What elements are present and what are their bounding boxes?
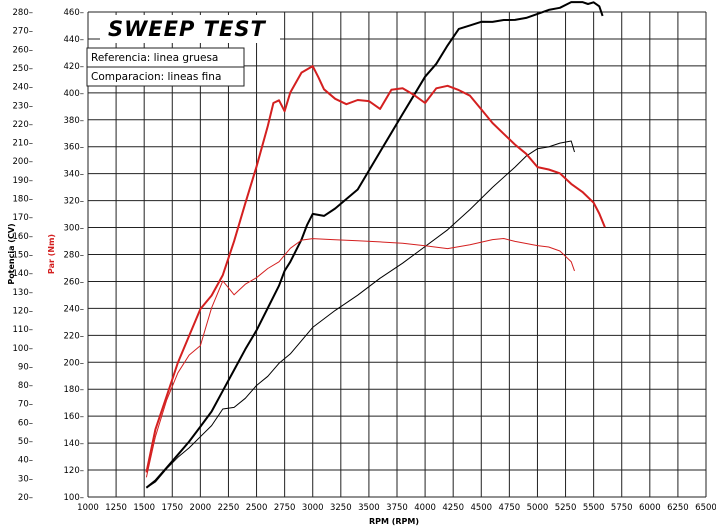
torque-tick-label: 140– (64, 439, 84, 449)
rpm-tick-label: 4750 (499, 503, 521, 513)
rpm-tick-label: 6500 (695, 503, 716, 513)
power-tick-label: 250– (13, 64, 33, 74)
rpm-tick-label: 2000 (190, 503, 212, 513)
power-tick-label: 270– (13, 27, 33, 37)
torque-tick-label: 280– (64, 251, 84, 261)
rpm-tick-label: 1750 (161, 503, 183, 513)
power-tick-label: 200– (13, 157, 33, 167)
power-axis-title: Potencia (CV) (7, 223, 16, 284)
title-background (100, 15, 280, 43)
rpm-tick-label: 5500 (583, 503, 605, 513)
torque-axis: 100– 120– 140– 160– 180– 200– 220– 240– 260– 280–… (64, 8, 84, 503)
torque-axis-title: Par (Nm) (47, 234, 56, 274)
torque-tick-label: 380– (64, 116, 84, 126)
rpm-axis: 1000 1250 1500 1750 2000 2250 2500 2750 3000 3250… (77, 503, 716, 513)
rpm-tick-label: 3500 (358, 503, 380, 513)
rpm-axis-title: RPM (RPM) (369, 517, 419, 526)
grid (87, 11, 707, 498)
torque-tick-label: 100– (64, 493, 84, 503)
power-tick-label: 110– (13, 325, 33, 335)
rpm-tick-label: 4500 (470, 503, 492, 513)
power-tick-label: 220– (13, 120, 33, 130)
power-tick-label: 90– (18, 362, 33, 372)
rpm-tick-label: 3000 (302, 503, 324, 513)
torque-tick-label: 160– (64, 412, 84, 422)
power-tick-label: 100– (13, 344, 33, 354)
title-box: SWEEP TEST (100, 15, 280, 43)
torque-tick-label: 200– (64, 358, 84, 368)
torque-tick-label: 340– (64, 170, 84, 180)
power-tick-label: 180– (13, 195, 33, 205)
series-line-0 (145, 1, 604, 489)
power-tick-label: 170– (13, 213, 33, 223)
legend-comparison: Comparacion: lineas fina (91, 71, 221, 83)
power-tick-label: 260– (13, 45, 33, 55)
torque-tick-label: 320– (64, 197, 84, 207)
legend-reference: Referencia: linea gruesa (91, 52, 218, 64)
chart-title: SWEEP TEST (108, 17, 266, 41)
torque-tick-label: 180– (64, 385, 84, 395)
power-axis: 20– 30– 40– 50– 60– 70– 80– 90– 100– 110– 120– 130–… (13, 8, 33, 503)
torque-tick-label: 420– (64, 62, 84, 72)
power-tick-label: 20– (18, 493, 33, 503)
rpm-tick-label: 1500 (133, 503, 155, 513)
power-tick-label: 30– (18, 474, 33, 484)
power-tick-label: 80– (18, 381, 33, 391)
power-tick-label: 140– (13, 269, 33, 279)
rpm-tick-label: 1000 (77, 503, 99, 513)
power-tick-label: 280– (13, 8, 33, 18)
power-tick-label: 70– (18, 400, 33, 410)
legend-box: Referencia: linea gruesa Comparacion: li… (86, 47, 245, 87)
torque-tick-label: 400– (64, 89, 84, 99)
rpm-tick-label: 3250 (330, 503, 352, 513)
torque-tick-label: 240– (64, 304, 84, 314)
torque-tick-label: 220– (64, 331, 84, 341)
rpm-tick-label: 2500 (246, 503, 268, 513)
series-layer (145, 1, 606, 489)
rpm-tick-label: 5250 (555, 503, 577, 513)
power-tick-label: 190– (13, 176, 33, 186)
torque-tick-label: 300– (64, 224, 84, 234)
rpm-tick-label: 6000 (639, 503, 661, 513)
rpm-tick-label: 2750 (274, 503, 296, 513)
torque-tick-label: 260– (64, 277, 84, 287)
series-line-3 (145, 238, 575, 478)
power-tick-label: 120– (13, 306, 33, 316)
power-tick-label: 160– (13, 232, 33, 242)
power-tick-label: 60– (18, 418, 33, 428)
power-tick-label: 40– (18, 456, 33, 466)
rpm-tick-label: 6250 (667, 503, 689, 513)
torque-tick-label: 460– (64, 8, 84, 18)
rpm-tick-label: 5000 (527, 503, 549, 513)
power-tick-label: 230– (13, 101, 33, 111)
rpm-tick-label: 4000 (414, 503, 436, 513)
power-tick-label: 130– (13, 288, 33, 298)
rpm-tick-label: 1250 (105, 503, 127, 513)
power-tick-label: 210– (13, 139, 33, 149)
rpm-tick-label: 4250 (442, 503, 464, 513)
torque-tick-label: 440– (64, 35, 84, 45)
power-tick-label: 240– (13, 83, 33, 93)
rpm-tick-label: 2250 (218, 503, 240, 513)
series-line-1 (146, 140, 575, 489)
power-tick-label: 150– (13, 251, 33, 261)
series-line-2 (145, 65, 606, 473)
torque-tick-label: 360– (64, 143, 84, 153)
torque-tick-label: 120– (64, 466, 84, 476)
rpm-tick-label: 5750 (611, 503, 633, 513)
power-tick-label: 50– (18, 437, 33, 447)
rpm-tick-label: 3750 (386, 503, 408, 513)
